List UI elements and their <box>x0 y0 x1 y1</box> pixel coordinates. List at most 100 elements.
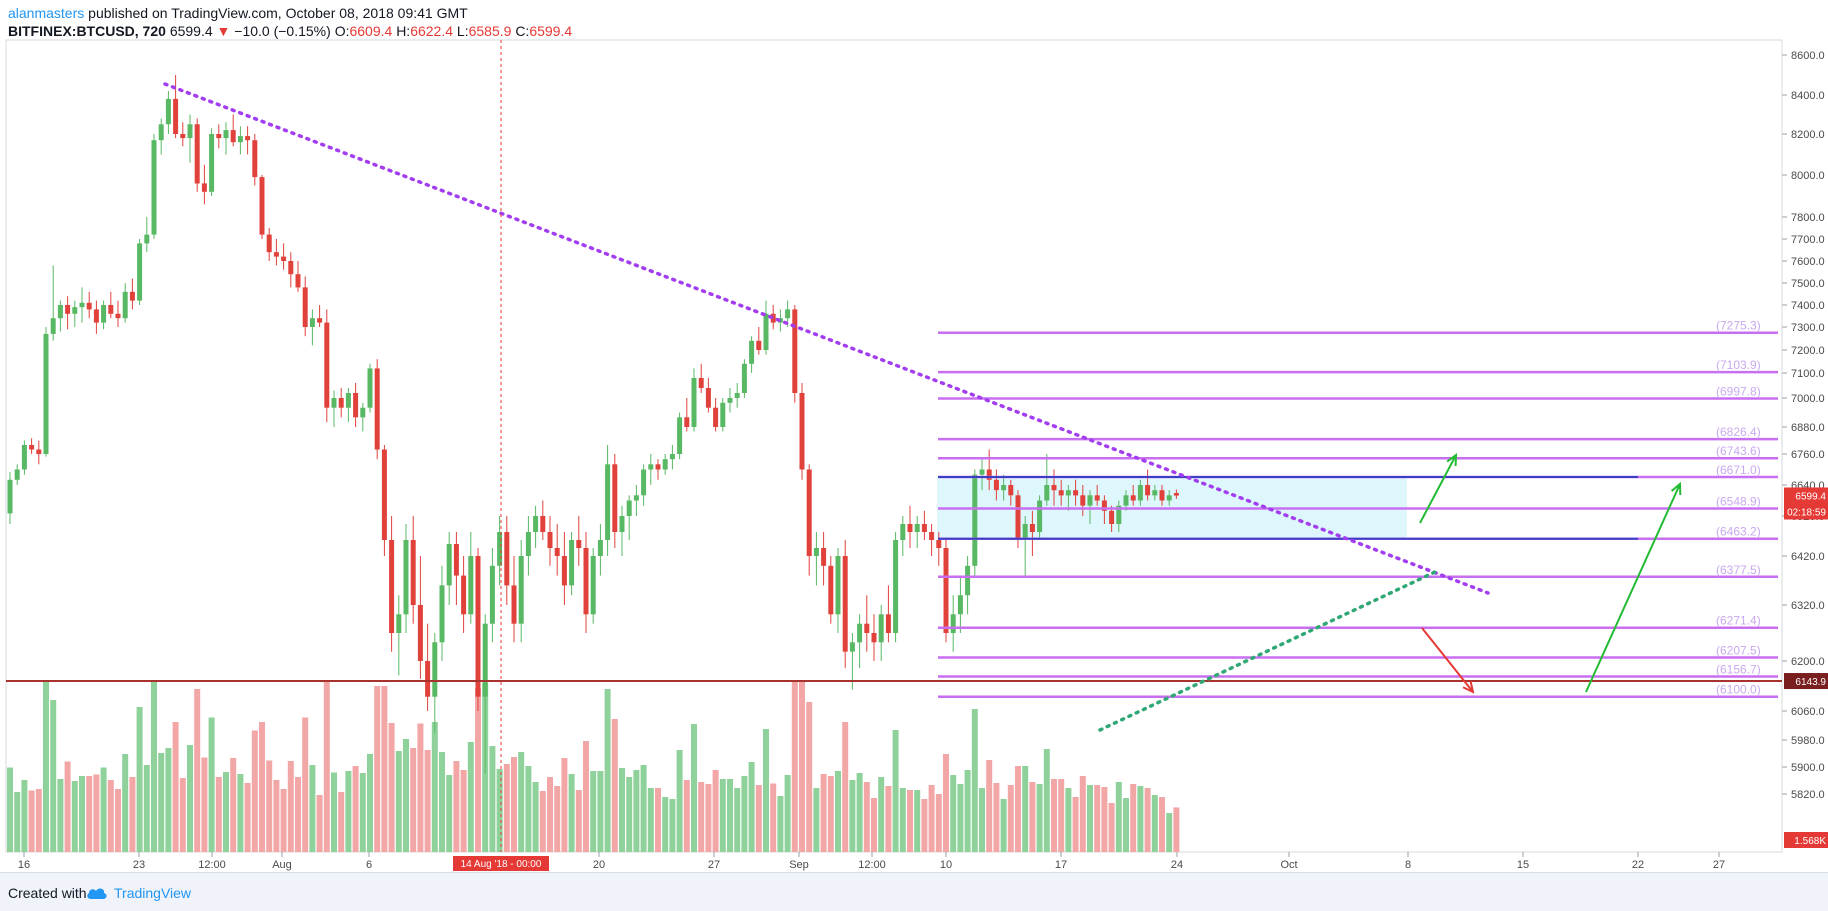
candle-body <box>821 548 827 566</box>
volume-bar <box>705 784 712 852</box>
candle-body <box>396 614 402 633</box>
volume-bar <box>21 780 28 852</box>
volume-bar <box>79 776 85 852</box>
x-tick-label: 22 <box>1632 859 1644 871</box>
volume-bar <box>1159 797 1165 852</box>
down-triangle-icon: ▼ <box>216 23 231 39</box>
candle-body <box>1037 500 1043 532</box>
tradingview-brand-link[interactable]: TradingView <box>114 885 192 901</box>
volume-bar <box>316 795 323 852</box>
volume-bar <box>950 775 957 852</box>
candle-body <box>223 130 229 139</box>
y-tick-label: 6760.0 <box>1791 449 1825 461</box>
target-arrow-shaft <box>1585 483 1681 693</box>
volume-bar <box>928 785 935 852</box>
candle-body <box>972 474 978 566</box>
candle-body <box>461 575 467 615</box>
volume-bar <box>871 798 877 852</box>
y-tick-label: 7100.0 <box>1791 368 1825 380</box>
volume-bar <box>1144 788 1151 852</box>
downtrend-line <box>163 82 1490 595</box>
candle-body <box>554 548 560 556</box>
candle-body <box>691 378 697 427</box>
created-with-label: Created with <box>8 885 87 901</box>
volume-bar <box>683 780 690 852</box>
volume-bar <box>251 730 258 852</box>
volume-bar <box>878 777 885 852</box>
volume-bar <box>1043 749 1050 852</box>
volume-bar <box>770 783 777 852</box>
symbol-label[interactable]: BITFINEX:BTCUSD, 720 <box>8 23 166 39</box>
candle-body <box>43 333 49 454</box>
candle-body <box>36 449 42 454</box>
volume-bar <box>35 789 42 852</box>
volume-bar <box>964 770 971 852</box>
volume-bar <box>1130 784 1137 852</box>
volume-bar <box>1007 785 1014 852</box>
candle-body <box>389 540 395 633</box>
candle-body <box>79 302 85 308</box>
volume-bar <box>568 774 575 852</box>
candle-body <box>403 540 409 615</box>
y-tick-label: 7600.0 <box>1791 256 1825 268</box>
volume-bar <box>93 774 100 852</box>
candle-body <box>1116 505 1122 524</box>
volume-bar <box>439 752 445 852</box>
candle-body <box>252 140 258 178</box>
volume-bar <box>352 766 359 852</box>
breakout-arrow-head <box>1446 452 1458 467</box>
volume-bar <box>755 785 762 852</box>
candle-body <box>475 556 481 697</box>
volume-bar <box>979 788 985 852</box>
candle-body <box>885 614 891 633</box>
volume-tag-bg <box>1784 832 1828 848</box>
candle-body <box>1166 495 1172 501</box>
candle-body <box>1109 510 1115 524</box>
price-chart[interactable]: (7275.3) (7103.9) (6997.8) (6826.4) (6743.6)… <box>0 0 1828 872</box>
candle-body <box>21 445 27 470</box>
candle-body <box>129 291 135 301</box>
volume-bar <box>496 769 503 852</box>
volume-bar <box>748 762 755 852</box>
x-tick-label: 15 <box>1517 859 1529 871</box>
level-label: (6671.0) <box>1716 463 1761 477</box>
candle-body <box>108 305 114 314</box>
candle-body <box>468 556 474 615</box>
author-link[interactable]: alanmasters <box>8 5 85 21</box>
candle-body <box>943 548 949 633</box>
y-tick-label: 7300.0 <box>1791 322 1825 334</box>
volume-bar <box>201 757 208 852</box>
uptrend-line <box>1098 570 1437 732</box>
candle-body <box>806 469 812 556</box>
volume-bar <box>302 717 309 852</box>
volume-bar <box>532 782 539 852</box>
volume-bar <box>986 760 993 852</box>
volume-bar <box>64 761 71 852</box>
volume-bar <box>475 688 481 852</box>
y-tick-label: 8600.0 <box>1791 50 1825 62</box>
volume-bar <box>129 777 136 852</box>
volume-bar <box>590 771 597 852</box>
level-label: (6377.5) <box>1716 563 1761 577</box>
volume-bar <box>863 782 870 852</box>
volume-bar <box>993 783 1000 852</box>
volume-bar <box>813 788 820 852</box>
level-label: (6207.5) <box>1716 644 1761 658</box>
candle-body <box>914 524 920 532</box>
y-tick-label: 6320.0 <box>1791 600 1825 612</box>
candle-body <box>209 134 215 192</box>
volume-bar <box>1123 798 1129 852</box>
candle-body <box>446 544 452 586</box>
candle-body <box>1137 485 1143 501</box>
candle-body <box>439 585 445 643</box>
candle-body <box>907 524 913 532</box>
y-tick-label: 8400.0 <box>1791 90 1825 102</box>
candle-body <box>295 274 301 288</box>
volume-bar <box>1094 785 1101 852</box>
ohlc-bar: BITFINEX:BTCUSD, 720 6599.4 ▼ −10.0 (−0.… <box>8 22 572 40</box>
level-label: (6463.2) <box>1716 525 1761 539</box>
candle-body <box>331 398 337 408</box>
volume-bar <box>633 770 640 852</box>
x-tick-label: 12:00 <box>858 859 886 871</box>
last-price-tag-bg <box>1784 487 1828 504</box>
